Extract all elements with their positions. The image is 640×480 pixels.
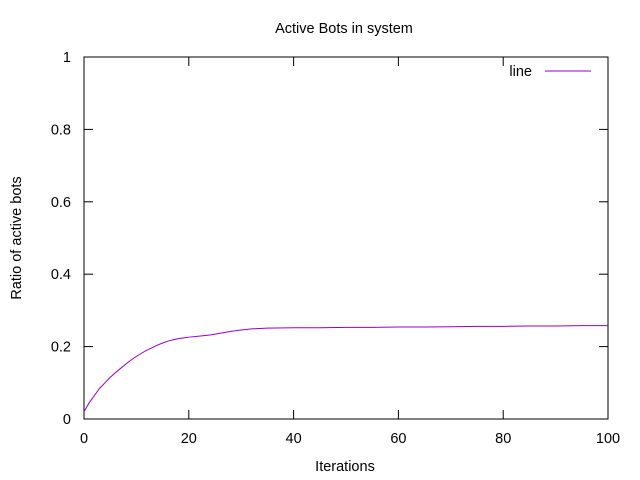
x-tick-label: 40 <box>286 431 302 447</box>
x-axis-title: Iterations <box>315 459 375 475</box>
y-tick-label: 1 <box>63 50 71 66</box>
x-tick-label: 20 <box>181 431 197 447</box>
legend-label: line <box>509 64 532 80</box>
x-tick-label: 100 <box>596 431 620 447</box>
y-tick-label: 0.6 <box>51 195 71 211</box>
y-tick-label: 0.8 <box>51 122 71 138</box>
series-line <box>83 325 608 413</box>
x-tick-label: 60 <box>390 431 406 447</box>
series-layer <box>83 325 608 413</box>
x-tick-label: 80 <box>495 431 511 447</box>
legend: line <box>509 64 591 80</box>
y-tick-label: 0.2 <box>51 340 71 356</box>
chart-title: Active Bots in system <box>275 21 413 37</box>
axes: 0 20 40 60 80 100 0 0.2 0.4 0.6 0.8 1 <box>51 50 620 447</box>
plot-frame <box>83 56 609 420</box>
y-tick-label: 0.4 <box>51 267 71 283</box>
x-tick-label: 0 <box>80 431 88 447</box>
y-axis-title: Ratio of active bots <box>9 176 25 299</box>
y-tick-label: 0 <box>63 412 71 428</box>
